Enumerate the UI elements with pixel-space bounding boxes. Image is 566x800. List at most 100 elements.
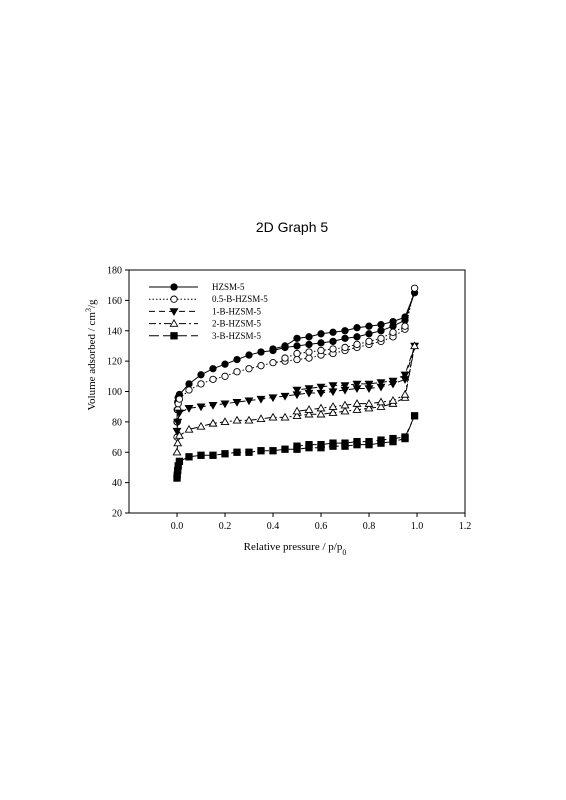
legend-label: 2-B-HZSM-5 — [212, 319, 261, 329]
y-tick-label: 160 — [107, 296, 122, 307]
legend-marker — [169, 308, 179, 316]
desorption-point — [305, 348, 313, 356]
adsorption-point — [196, 421, 206, 430]
desorption-point — [365, 322, 373, 330]
series-layer — [172, 284, 420, 482]
legend-entry: 0.5-B-HZSM-5 — [149, 294, 268, 304]
desorption-point — [388, 377, 398, 386]
adsorption-point — [175, 457, 184, 466]
series-4 — [173, 412, 419, 482]
y-axis-ticks: 20 40 60 80 100 120 140 160 180 — [107, 266, 129, 520]
legend-entry: 1-B-HZSM-5 — [149, 306, 261, 316]
series-1 — [173, 284, 419, 441]
desorption-point — [364, 380, 374, 389]
adsorption-point — [209, 375, 217, 383]
x-axis-label-main: Relative pressure / p/p — [244, 541, 343, 553]
desorption-point — [365, 437, 373, 446]
adsorption-point — [233, 368, 241, 376]
adsorption-point — [233, 355, 241, 364]
adsorption-point — [233, 448, 241, 456]
adsorption-point — [256, 414, 266, 423]
y-axis-label-main: Volume adsorbed / cm — [86, 312, 98, 411]
desorption-point — [292, 406, 302, 415]
adsorption-point — [245, 448, 253, 456]
adsorption-point — [376, 402, 386, 410]
desorption-point — [353, 340, 361, 349]
adsorption-point — [410, 341, 420, 350]
adsorption-point — [329, 337, 337, 346]
desorption-point — [329, 439, 337, 447]
adsorption-point — [208, 401, 218, 410]
adsorption-point — [377, 327, 385, 335]
desorption-point — [401, 313, 409, 321]
y-axis-label: Volume adsorbed / cm3/g — [84, 299, 99, 411]
desorption-point — [293, 334, 301, 342]
legend-entry: 2-B-HZSM-5 — [149, 319, 261, 329]
y-tick-label: 140 — [107, 326, 122, 337]
adsorption-point — [244, 397, 254, 406]
series-3 — [172, 341, 420, 456]
desorption-point — [389, 317, 397, 326]
legend-label: 1-B-HZSM-5 — [212, 306, 261, 316]
adsorption-point — [197, 451, 205, 459]
adsorption-point — [220, 400, 230, 409]
adsorption-point — [175, 395, 184, 403]
desorption-point — [401, 322, 409, 330]
adsorption-point — [185, 453, 193, 461]
legend-label: 3-B-HZSM-5 — [212, 331, 261, 341]
legend-marker — [170, 332, 178, 340]
adsorption-point — [268, 412, 278, 421]
adsorption-point — [293, 355, 301, 364]
adsorption-point — [269, 358, 277, 367]
desorption-point — [317, 330, 325, 338]
desorption-point — [293, 442, 301, 450]
x-axis-label: Relative pressure / p/p0 — [244, 541, 347, 557]
x-tick-label: 0.2 — [219, 521, 232, 532]
desorption-point — [352, 380, 362, 389]
adsorption-point — [174, 409, 184, 418]
x-tick-label: 1.0 — [411, 521, 424, 532]
desorption-point — [305, 441, 313, 449]
adsorption-point — [232, 415, 242, 424]
desorption-point — [341, 327, 349, 335]
adsorption-point — [292, 411, 302, 419]
desorption-point — [389, 434, 397, 443]
desorption-point — [317, 441, 325, 449]
x-tick-label: 0.4 — [267, 521, 280, 532]
desorption-point — [401, 433, 409, 441]
legend-label: 0.5-B-HZSM-5 — [212, 294, 268, 304]
desorption-point — [388, 396, 398, 404]
adsorption-point — [317, 339, 325, 347]
x-axis-ticks: 0.0 0.2 0.4 0.6 0.8 1.0 1.2 — [171, 513, 471, 532]
adsorption-point — [245, 351, 253, 359]
desorption-line — [296, 345, 416, 412]
adsorption-point — [221, 450, 229, 458]
y-tick-label: 20 — [112, 509, 122, 520]
adsorption-point — [196, 403, 206, 412]
y-tick-label: 80 — [112, 417, 122, 428]
adsorption-point — [245, 365, 253, 373]
desorption-point — [400, 371, 410, 380]
desorption-point — [305, 333, 313, 341]
adsorption-point — [268, 394, 278, 403]
adsorption-point — [257, 362, 265, 370]
desorption-point — [281, 342, 289, 350]
desorption-point — [340, 382, 350, 391]
adsorption-point — [280, 412, 290, 421]
adsorption-point — [305, 340, 313, 349]
legend-marker — [169, 319, 179, 327]
x-tick-label: 0.8 — [363, 521, 376, 532]
adsorption-point — [269, 447, 277, 455]
legend-label: HZSM-5 — [212, 282, 245, 292]
x-axis-label-subscript: 0 — [342, 548, 346, 557]
adsorption-point — [184, 405, 194, 413]
desorption-point — [316, 383, 326, 392]
legend-marker — [170, 295, 178, 303]
adsorption-point — [221, 360, 229, 368]
adsorption-point — [365, 330, 373, 338]
desorption-point — [377, 321, 385, 329]
desorption-point — [376, 397, 386, 406]
desorption-point — [316, 403, 326, 412]
adsorption-point — [197, 380, 205, 388]
